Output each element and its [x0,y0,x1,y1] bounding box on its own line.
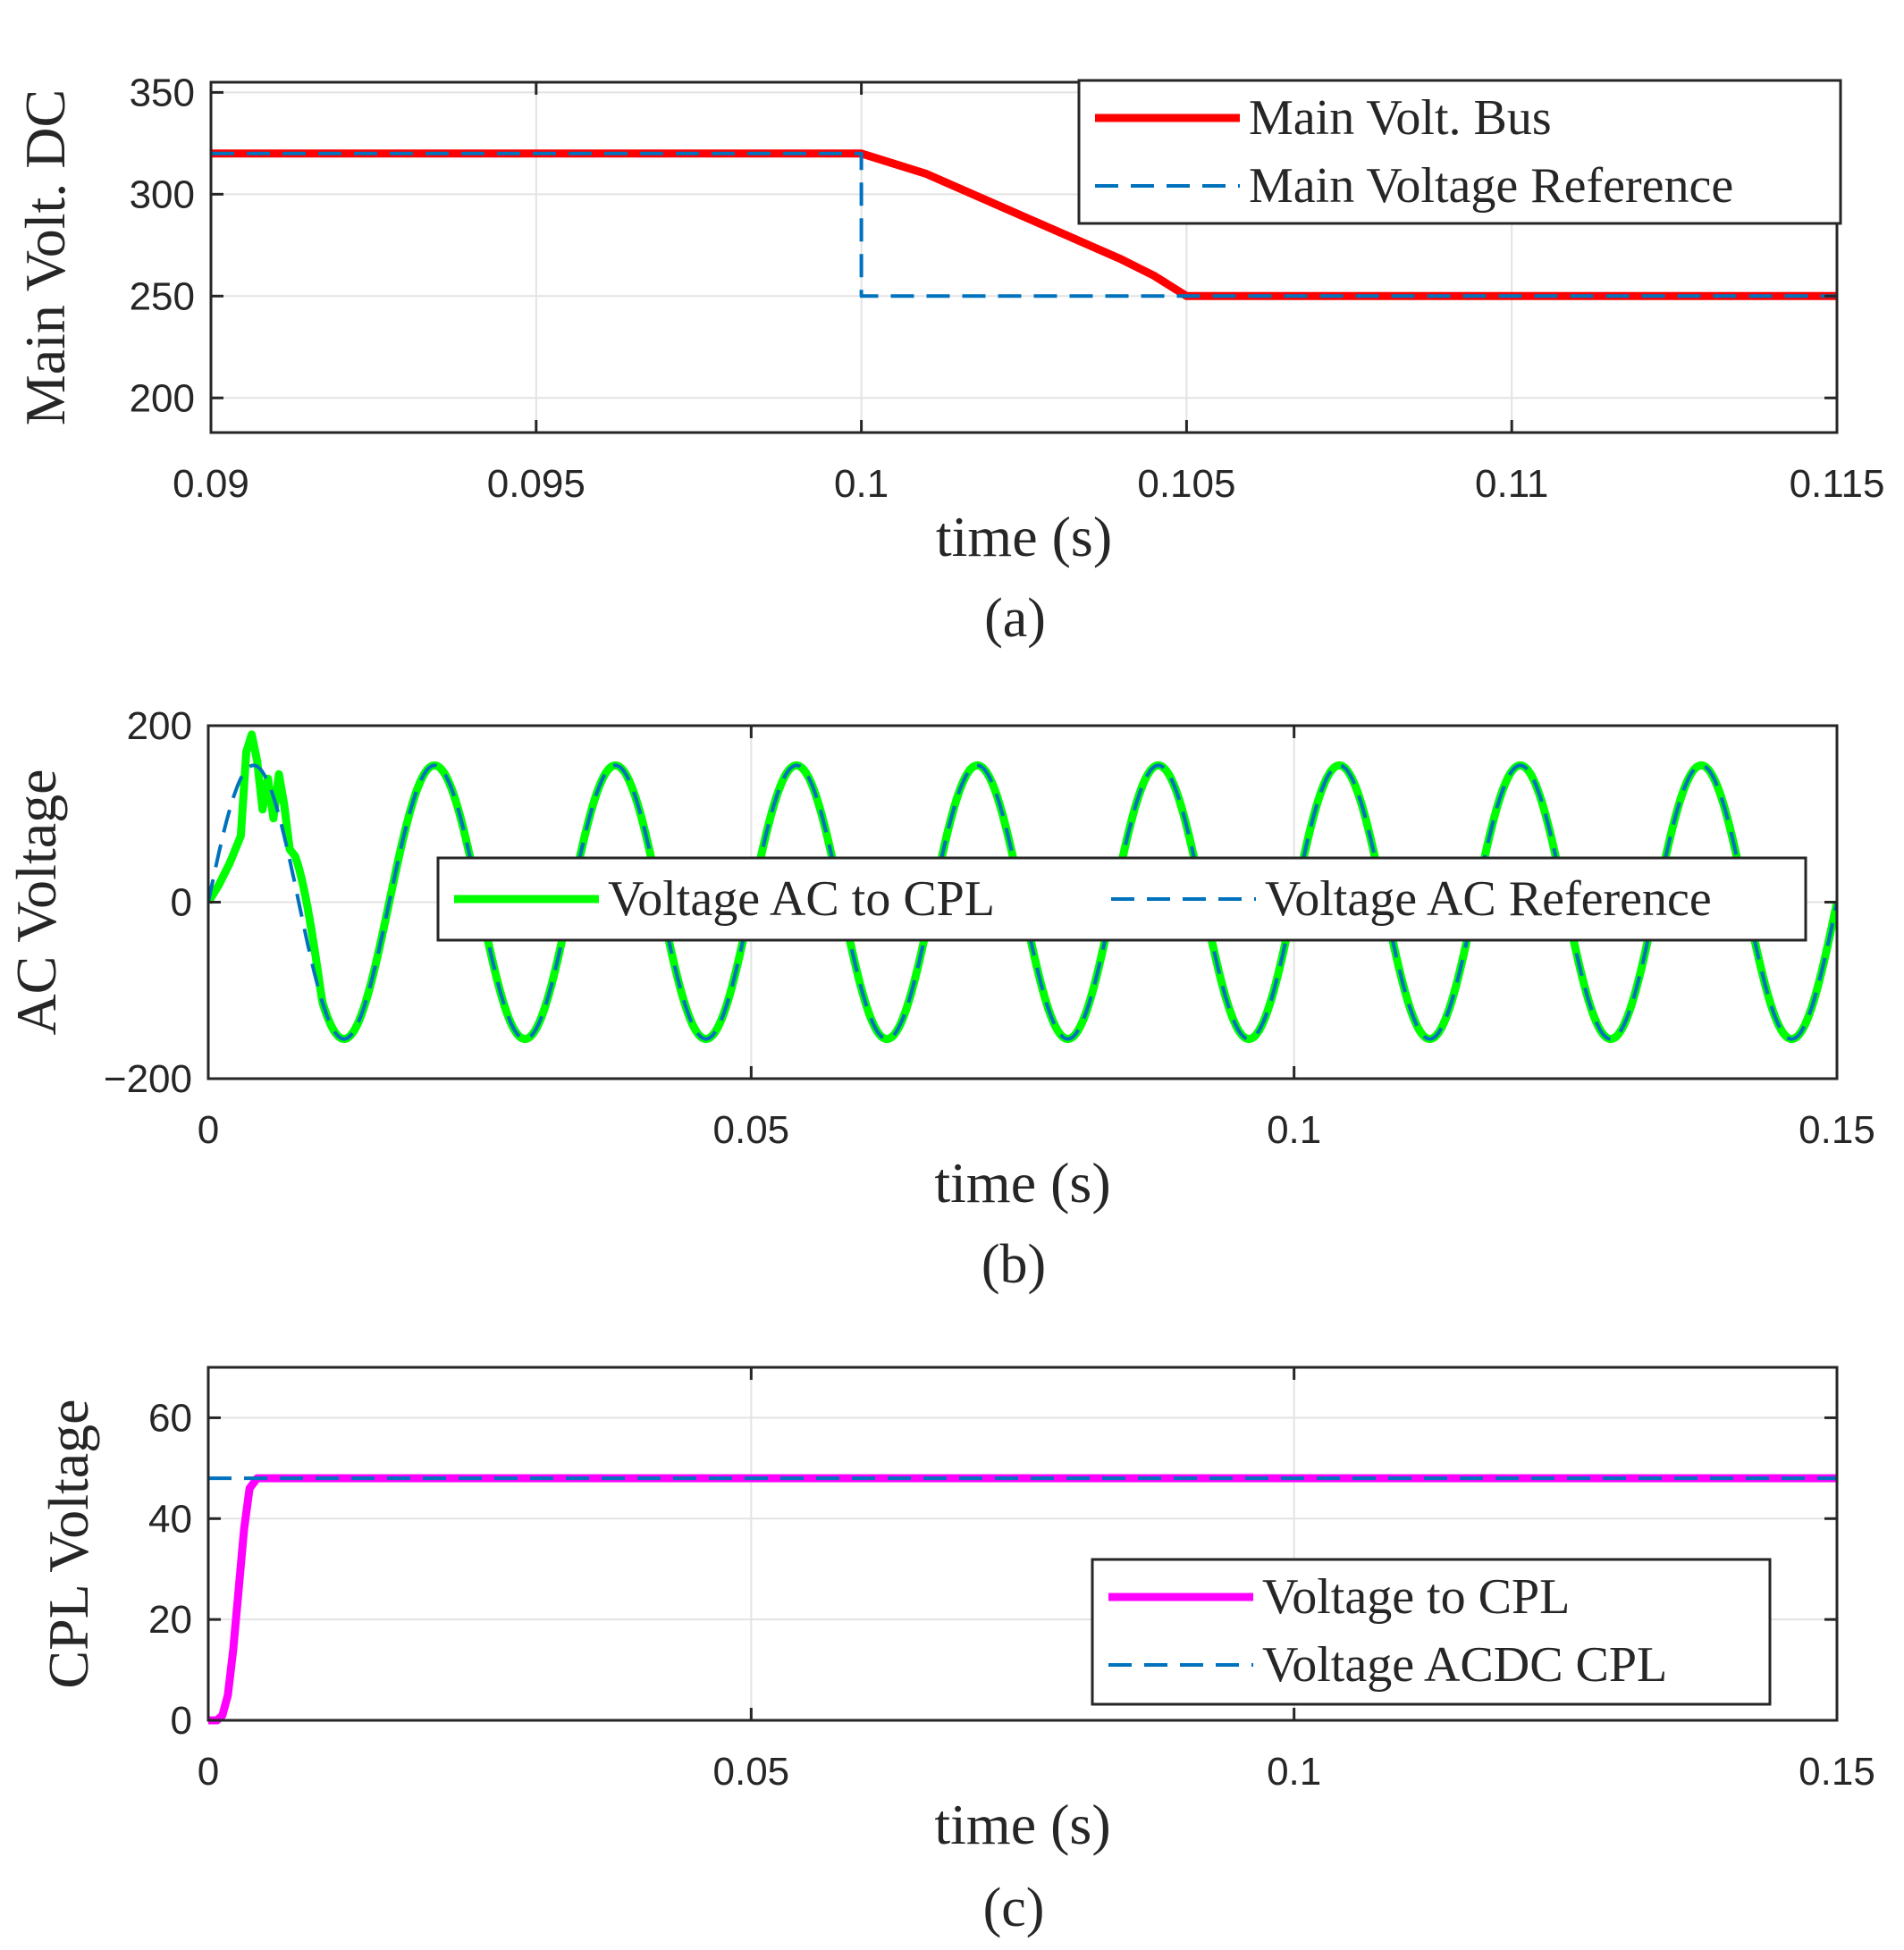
x-tick-label: 0.095 [487,462,586,506]
y-tick-label: −200 [104,1057,192,1101]
y-tick-label: 40 [148,1497,192,1541]
series-group [211,149,1837,300]
y-tick-label: 200 [127,704,192,748]
legend-label: Voltage ACDC CPL [1262,1637,1667,1693]
legend-label: Main Voltage Reference [1249,158,1733,214]
series-line-voltage-to-cpl [208,1474,1837,1725]
axes-box [206,1366,1839,1722]
x-tick-label: 0.105 [1137,462,1235,506]
legend-label: Voltage AC Reference [1265,871,1712,927]
legend-label: Voltage to CPL [1262,1569,1570,1625]
legend-box [1091,1558,1772,1706]
y-tick-label: 300 [130,172,195,216]
panel-caption: (b) [981,1234,1046,1295]
x-tick-label: 0.15 [1799,1108,1875,1152]
x-tick-label: 0.05 [713,1750,790,1794]
y-axis-label: CPL Voltage [37,1399,100,1688]
y-tick-label: 250 [130,274,195,318]
x-axis-label: time (s) [936,505,1112,568]
legend: Main Volt. Bus Main Voltage Reference [1077,79,1842,225]
panel-c: 0 0.05 0.1 0.15 0 20 40 60 time (s) CPL Voltage (c… [37,1366,1875,1938]
y-tick-label: 350 [130,71,195,114]
legend-box [436,856,1807,942]
legend-box [1077,79,1842,225]
legend: Voltage to CPL Voltage ACDC CPL [1091,1558,1772,1706]
x-tick-label: 0 [198,1750,219,1794]
y-axis-label: AC Voltage [4,769,68,1035]
y-axis-label: Main Volt. DC [13,89,77,425]
x-tick-label: 0.1 [1267,1108,1321,1152]
series-group [208,1474,1837,1725]
y-tick-label: 0 [171,881,192,925]
panel-caption: (a) [984,588,1046,649]
axes-box [209,80,1839,434]
series-line-main-voltage-reference [211,151,1837,298]
x-tick-label: 0.09 [173,462,249,506]
legend: Voltage AC to CPL Voltage AC Reference [436,856,1807,942]
x-tick-label: 0.11 [1475,462,1548,506]
y-tick-label: 20 [148,1598,192,1642]
x-tick-label: 0.115 [1790,462,1885,506]
legend-label: Main Volt. Bus [1249,90,1552,146]
x-tick-label: 0.05 [713,1108,790,1152]
series-line-main-volt-bus [211,149,1837,300]
x-tick-label: 0 [198,1108,219,1152]
x-tick-label: 0.1 [1267,1750,1321,1794]
x-axis-label: time (s) [934,1793,1110,1856]
y-tick-label: 0 [171,1699,192,1743]
panel-a: 0.09 0.095 0.1 0.105 0.11 0.115 200 250 300 350 ti… [13,71,1884,649]
x-tick-label: 0.15 [1799,1750,1875,1794]
x-tick-label: 0.1 [834,462,889,506]
y-tick-label: 60 [148,1396,192,1440]
x-axis-label: time (s) [934,1151,1110,1215]
legend-label: Voltage AC to CPL [608,871,995,927]
y-tick-label: 200 [130,376,195,420]
panel-caption: (c) [983,1878,1045,1938]
